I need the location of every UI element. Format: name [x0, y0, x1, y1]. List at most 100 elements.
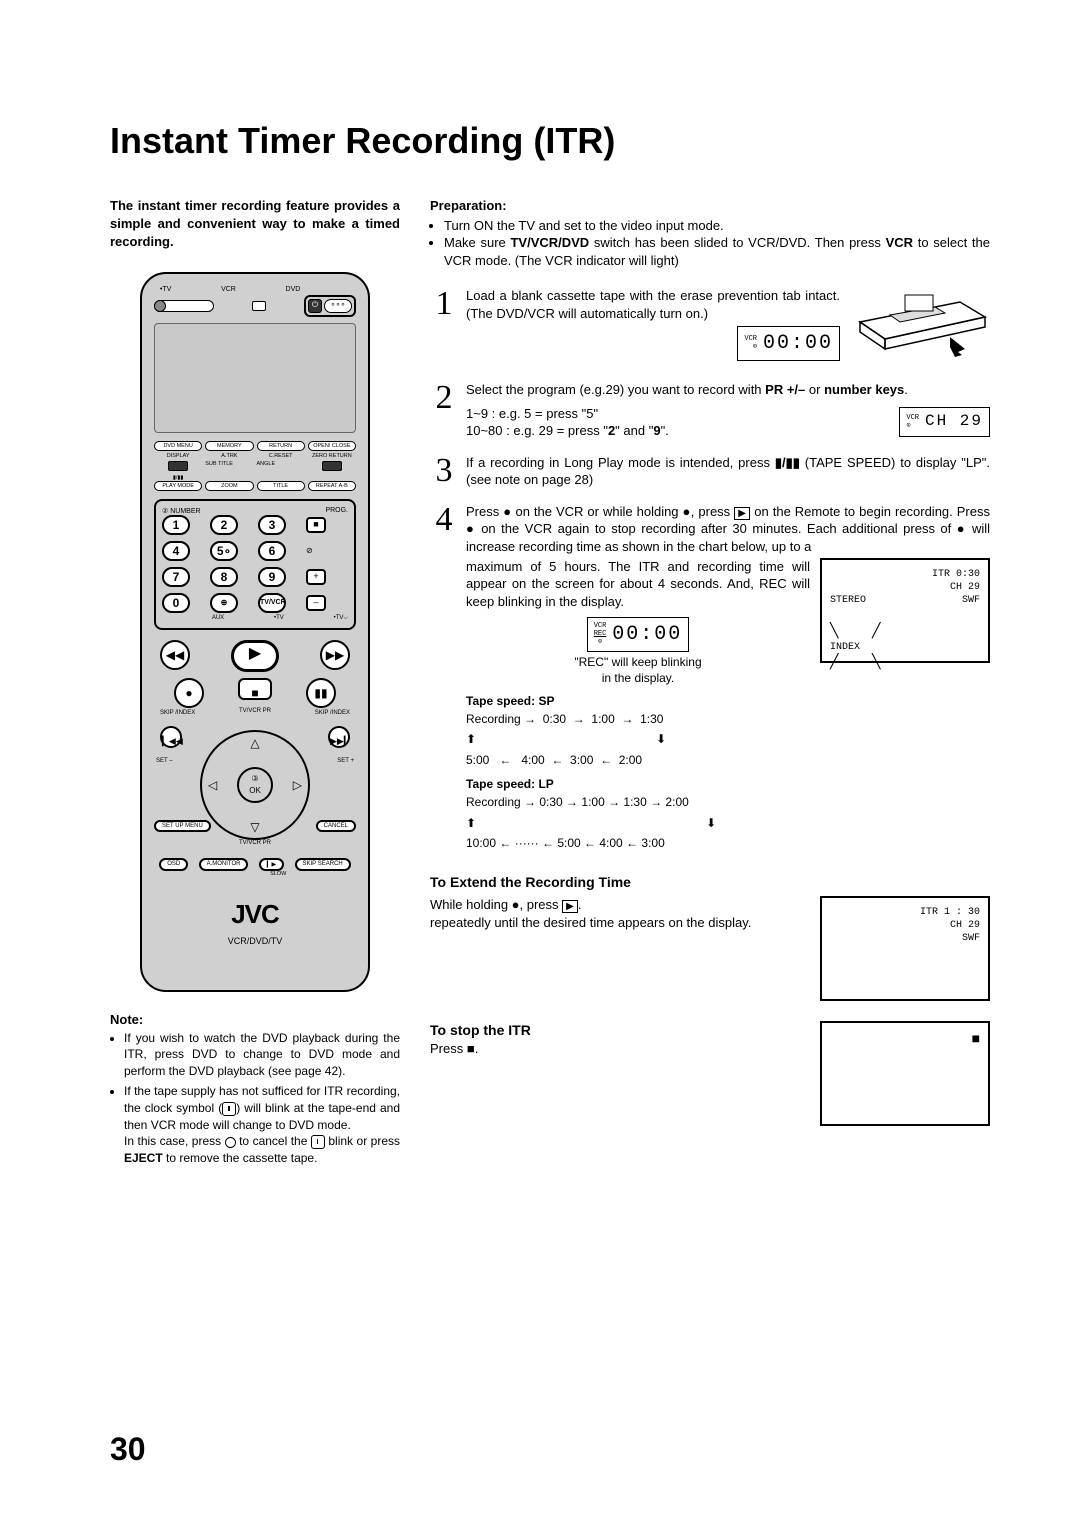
step1-text: Load a blank cassette tape with the eras… [466, 288, 840, 321]
prog-plus-button: + [306, 569, 326, 585]
prog-label: PROG. [325, 507, 348, 515]
rewind-button: ◀◀ [160, 640, 190, 670]
power-icon: ⏻ [308, 299, 322, 313]
remote-control-diagram: •TV VCR DVD ⏻ ∘∘∘ DVD MENU MEMORY RETURN… [140, 272, 370, 992]
zoom-button: ZOOM [205, 481, 253, 491]
number-label: ② NUMBER [162, 507, 201, 515]
lcd-display-2: VCR⊙ CH 29 [899, 407, 990, 437]
zeroreturn-label: ZERO RETURN [308, 453, 356, 459]
record-button: ● [174, 678, 204, 708]
skipsearch-button: SKIP SEARCH [295, 858, 351, 871]
subtitle-button: SUB TITLE [205, 461, 253, 471]
note-item: If the tape supply has not sufficed for … [124, 1083, 400, 1167]
skip-next-label: SKIP /INDEX [315, 710, 350, 716]
title-button: TITLE [257, 481, 305, 491]
zeroreturn-button [322, 461, 342, 471]
num-2: 2 [210, 515, 238, 535]
brand-logo: JVC [154, 899, 356, 930]
cancel-button: CANCEL [316, 820, 356, 832]
prep-item: Make sure TV/VCR/DVD switch has been sli… [444, 234, 990, 269]
repeat-button: REPEAT A-B [308, 481, 356, 491]
creset-label: C.RESET [257, 453, 305, 459]
openclose-button: OPEN/ CLOSE [308, 441, 356, 451]
page-title: Instant Timer Recording (ITR) [110, 120, 990, 162]
lcd-time: 00:00 [763, 330, 833, 357]
step-number: 2 [430, 381, 458, 415]
lcd-rec-time: 00:00 [612, 621, 682, 648]
lp-chain: Recording → 0:30 → 1:00 → 1:30 → 2:00 ⬆⬇… [466, 792, 990, 853]
preparation-list: Turn ON the TV and set to the video inpu… [430, 217, 990, 270]
display-button [168, 461, 188, 471]
vcr-device-illustration [850, 287, 990, 367]
aux-button: ⊕ [210, 593, 238, 613]
remote-label-tv: •TV [160, 286, 171, 293]
clock-icon [311, 1135, 325, 1149]
prep-item: Turn ON the TV and set to the video inpu… [444, 217, 990, 235]
pause-button: ▮▮ [306, 678, 336, 708]
preparation-heading: Preparation: [430, 197, 990, 215]
num-0: 0 [162, 593, 190, 613]
prog-stop-button: ■ [306, 517, 326, 533]
lcd-display-3: VCRREC⊙ 00:00 [587, 617, 690, 652]
dpad: △ ◁ ▷ ▽ ③OK [200, 730, 310, 840]
tv-screen-1: ITR 0:30 CH 29 STEREOSWF ╲ ╱ INDEX ╱ ╲ [820, 558, 990, 663]
tvvcr-button: TV/VCR [258, 593, 286, 613]
num-7: 7 [162, 567, 190, 587]
step4-text: Press ● on the VCR or while holding ●, p… [466, 503, 990, 556]
extend-heading: To Extend the Recording Time [430, 873, 990, 892]
lcd-display-1: VCR⊙ 00:00 [737, 326, 840, 361]
pr-arc-bot: TV/VCR PR [154, 840, 356, 846]
stop-text: Press ■. [430, 1040, 810, 1058]
slow-button: ▎▶ [259, 858, 284, 871]
memory-button: MEMORY [205, 441, 253, 451]
set-plus-label: SET + [337, 758, 354, 764]
step2-example1: 1~9 : e.g. 5 = press "5" [466, 405, 889, 423]
page-number: 30 [110, 1431, 146, 1468]
stop-heading: To stop the ITR [430, 1021, 810, 1040]
num-5: 5∘ [210, 541, 238, 561]
skip-prev-button: ▎◀◀ [160, 726, 182, 748]
play-button: ▶ [231, 640, 279, 672]
extend-text: While holding ●, press ▶.repeatedly unti… [430, 896, 810, 1001]
lcd3-caption: "REC" will keep blinking in the display. [466, 654, 810, 686]
sp-chain: Recording → 0:30 → 1:00 → 1:30 ⬆⬇ 5:00 ←… [466, 709, 990, 770]
cancel-icon [225, 1137, 236, 1148]
transport-controls: ◀◀ ▶ ▶▶ ● ■ ▮▮ SKIP /INDEX ▎◀◀ SKIP /IND… [154, 640, 356, 840]
number-pad-section: ② NUMBER PROG. 1 2 3 ■ 4 5∘ 6 ⊘ 7 8 9 + … [154, 499, 356, 630]
tv-screen-2: ITR 1 : 30 CH 29 SWF [820, 896, 990, 1001]
setup-button: SET UP MENU [154, 820, 211, 832]
step-1: 1 Load a blank cassette tape with the er… [430, 287, 990, 367]
playmode-label: ▮/▮▮ [154, 475, 202, 481]
tape-speed-lp-heading: Tape speed: LP [466, 776, 990, 792]
prog-minus-button: – [306, 595, 326, 611]
note-heading: Note: [110, 1012, 400, 1027]
mode-slider [154, 300, 214, 312]
power-cluster: ⏻ ∘∘∘ [304, 295, 356, 317]
ok-button: ③OK [237, 767, 273, 803]
step-number: 3 [430, 454, 458, 488]
model-label: VCR/DVD/TV [154, 936, 356, 946]
num-3: 3 [258, 515, 286, 535]
step3-text: If a recording in Long Play mode is inte… [466, 454, 990, 489]
ffwd-button: ▶▶ [320, 640, 350, 670]
note-list: If you wish to watch the DVD playback du… [110, 1030, 400, 1167]
num-9: 9 [258, 567, 286, 587]
stop-button: ■ [238, 678, 272, 700]
step2-example2: 10~80 : e.g. 29 = press "2" and "9". [466, 422, 889, 440]
return-button: RETURN [257, 441, 305, 451]
remote-label-vcr: VCR [221, 286, 236, 293]
playmode-button: PLAY MODE [154, 481, 202, 491]
num-4: 4 [162, 541, 190, 561]
step-4: 4 Press ● on the VCR or while holding ●,… [430, 503, 990, 853]
osd-button: OSD [159, 858, 188, 871]
step-2: 2 Select the program (e.g.29) you want t… [430, 381, 990, 440]
dots-button: ∘∘∘ [324, 299, 352, 313]
num-6: 6 [258, 541, 286, 561]
remote-blank-area [154, 323, 356, 433]
pr-arc-top: TV/VCR PR [239, 708, 271, 714]
tv-screen-3: ■ [820, 1021, 990, 1126]
step2-text: Select the program (e.g.29) you want to … [466, 381, 990, 399]
note-item: If you wish to watch the DVD playback du… [124, 1030, 400, 1080]
step-number: 4 [430, 503, 458, 537]
skip-prev-label: SKIP /INDEX [160, 710, 195, 716]
